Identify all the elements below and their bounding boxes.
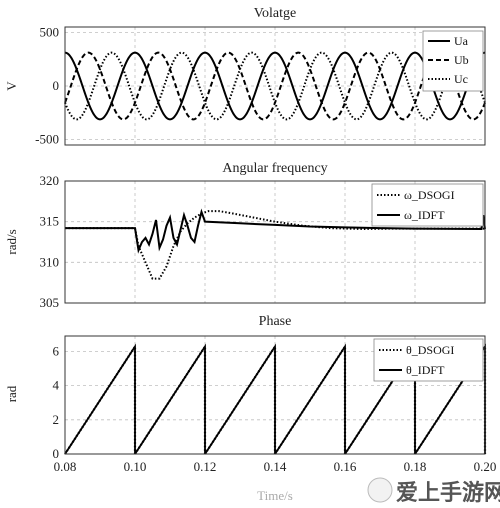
legend-ua-label: Ua	[454, 34, 469, 48]
y-tick-label: -500	[35, 132, 59, 147]
panel-phase-title: Phase	[259, 314, 292, 329]
y-tick-label: 0	[53, 78, 60, 93]
legend-uc-label: Uc	[454, 72, 468, 86]
y-tick-label: 4	[53, 378, 60, 393]
panel-frequency-frame	[64, 180, 486, 304]
panel-phase-legend: θ_DSOGI θ_IDFT	[373, 338, 484, 382]
panel-phase-ylabel: rad	[4, 385, 19, 402]
x-tick-label: 0.08	[54, 459, 77, 474]
panel-voltage-frame	[64, 26, 486, 146]
panel-voltage-ylabel: V	[4, 81, 19, 91]
y-tick-label: 6	[53, 343, 60, 358]
x-tick-label: 0.10	[124, 459, 147, 474]
x-tick-label: 0.16	[334, 459, 357, 474]
panel-phase: Phase rad 6 4 2 0 θ_DSOGI θ_IDFT 0.08 0.10 0.…	[4, 314, 496, 474]
watermark: 爱上手游网	[367, 477, 500, 506]
y-tick-label: 2	[53, 412, 60, 427]
x-axis-label: Time/s	[257, 488, 293, 503]
panel-frequency-legend: ω_DSOGI ω_IDFT	[371, 183, 484, 227]
legend-tdsogi-label: θ_DSOGI	[406, 343, 454, 357]
panel-voltage-legend: Ua Ub Uc	[422, 30, 484, 92]
y-tick-label: 0	[53, 446, 60, 461]
panel-frequency-ylabel: rad/s	[4, 229, 19, 254]
series-line-w-idft	[65, 208, 486, 254]
y-tick-label: 310	[40, 254, 60, 269]
panel-voltage-title: Volatge	[254, 6, 297, 21]
x-tick-label: 0.18	[404, 459, 427, 474]
watermark-text: 爱上手游网	[396, 480, 500, 506]
legend-wdsogi-label: ω_DSOGI	[404, 188, 455, 202]
y-tick-label: 500	[40, 24, 60, 39]
panel-frequency-title: Angular frequency	[222, 161, 327, 176]
legend-ub-label: Ub	[454, 53, 469, 67]
legend-widft-label: ω_IDFT	[404, 208, 445, 222]
panel-voltage: Volatge V 500 0 -500 Ua Ub Uc	[4, 6, 486, 147]
series-line-theta-idft	[64, 343, 486, 455]
y-tick-label: 315	[40, 214, 60, 229]
series-line-uc	[64, 51, 486, 121]
x-tick-label: 0.14	[264, 459, 287, 474]
panel-frequency: Angular frequency rad/s 320 315 310 305 ω_D…	[4, 161, 486, 310]
y-tick-label: 320	[40, 173, 60, 188]
panel-phase-frame	[64, 335, 486, 455]
x-tick-label: 0.20	[474, 459, 497, 474]
y-tick-label: 305	[40, 295, 60, 310]
x-tick-label: 0.12	[194, 459, 217, 474]
legend-tidft-label: θ_IDFT	[406, 363, 445, 377]
series-line-ua	[64, 51, 486, 121]
